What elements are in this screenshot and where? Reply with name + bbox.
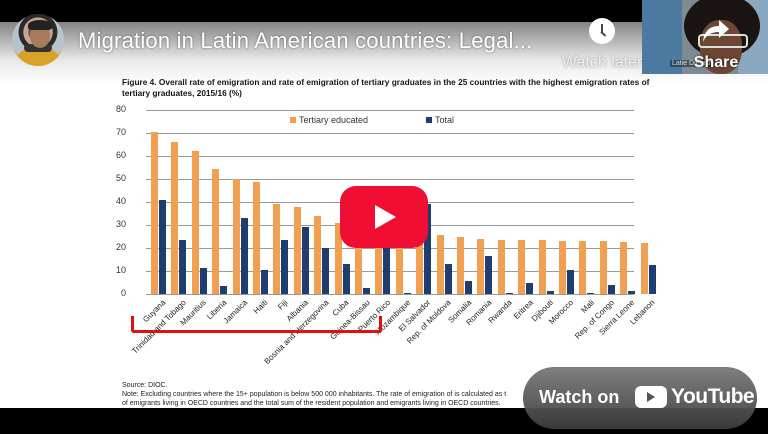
bar-tertiary <box>497 239 505 294</box>
gridline <box>146 110 634 111</box>
bar-tertiary <box>538 239 546 294</box>
legend-label-total: Total <box>435 115 455 125</box>
bar-tertiary <box>334 222 342 294</box>
bar-total <box>383 202 391 294</box>
bar-total <box>505 292 513 294</box>
bar-total <box>363 288 370 294</box>
note-line-2: of emigrants living in OECD countries an… <box>122 400 501 407</box>
bar-tertiary <box>273 204 281 294</box>
note-line-1: Note: Excluding countries where the 15+ … <box>122 391 507 398</box>
bar-tertiary <box>416 234 424 294</box>
bar-total <box>199 267 207 294</box>
bar-tertiary <box>171 142 179 294</box>
watch-later-button[interactable]: Watch later <box>562 18 642 72</box>
y-tick-label: 60 <box>115 150 126 160</box>
legend-swatch-tertiary <box>290 117 296 123</box>
bar-tertiary <box>640 243 648 294</box>
bar-total <box>607 284 615 294</box>
x-tick-label: Fiji <box>276 298 290 312</box>
bar-total <box>465 281 472 294</box>
bar-total <box>424 204 432 294</box>
bar-tertiary <box>579 241 587 294</box>
youtube-wordmark: YouTube <box>671 385 755 408</box>
bar-tertiary <box>518 239 526 294</box>
video-title[interactable]: Migration in Latin American countries: L… <box>78 28 533 53</box>
source-text: Source: DIOC. <box>122 382 168 389</box>
legend-tertiary: Tertiary educated <box>290 115 368 125</box>
y-tick-label: 20 <box>115 242 126 252</box>
clock-icon <box>589 18 615 44</box>
gridline <box>146 133 634 134</box>
gridline <box>146 294 634 295</box>
y-tick-label: 10 <box>115 265 126 275</box>
y-tick-label: 0 <box>120 288 126 298</box>
x-tick-label: Haiti <box>251 298 270 316</box>
bar-total <box>342 264 350 294</box>
bar-tertiary <box>293 206 301 294</box>
y-tick-label: 50 <box>115 173 126 183</box>
bar-tertiary <box>436 235 444 294</box>
x-tick-label: Mali <box>579 298 596 315</box>
bar-tertiary <box>191 151 199 294</box>
legend-swatch-total <box>426 117 432 123</box>
bar-total <box>240 218 248 294</box>
gridline <box>146 179 634 180</box>
bar-tertiary <box>620 242 628 294</box>
youtube-logo-icon <box>635 386 667 408</box>
play-icon <box>375 205 396 229</box>
bar-total <box>261 269 268 294</box>
share-arrow-icon <box>701 18 731 44</box>
webcam-overlay: Latie Dietrich <box>642 0 768 74</box>
bar-tertiary <box>253 182 260 294</box>
bar-tertiary <box>314 215 322 294</box>
bar-tertiary <box>559 241 566 294</box>
bar-tertiary <box>212 168 220 294</box>
bar-total <box>546 290 554 294</box>
gridline <box>146 156 634 157</box>
red-bracket-annotation <box>131 316 382 333</box>
watch-on-youtube-button[interactable]: Watch on YouTube <box>523 367 757 429</box>
bar-total <box>159 199 166 294</box>
bar-total <box>526 282 534 294</box>
bar-tertiary <box>457 236 464 294</box>
y-tick-label: 40 <box>115 196 126 206</box>
play-button[interactable] <box>340 186 428 248</box>
bar-total <box>567 269 574 294</box>
legend-label-tertiary: Tertiary educated <box>299 115 369 125</box>
bar-tertiary <box>395 234 403 294</box>
y-tick-label: 30 <box>115 219 126 229</box>
share-label: Share <box>693 54 739 71</box>
watch-on-label: Watch on <box>539 387 620 407</box>
bar-total <box>628 290 636 294</box>
source-note: Source: DIOC. Note: Excluding countries … <box>122 381 542 408</box>
bar-tertiary <box>151 131 158 294</box>
y-tick-label: 80 <box>115 104 126 114</box>
y-tick-label: 70 <box>115 127 126 137</box>
bar-total <box>179 239 187 294</box>
bar-total <box>648 265 656 294</box>
bar-tertiary <box>375 229 383 294</box>
bar-total <box>220 285 228 294</box>
bar-tertiary <box>599 241 607 294</box>
bar-total <box>301 227 309 294</box>
bar-tertiary <box>477 238 485 294</box>
bar-total <box>322 248 330 294</box>
bar-total <box>444 264 452 294</box>
legend-total: Total <box>426 115 454 125</box>
bar-tertiary <box>232 179 240 294</box>
bar-total <box>587 292 595 294</box>
bar-total <box>485 256 493 294</box>
watch-later-label: Watch later <box>562 54 643 71</box>
webcam-name-tag: Latie Dietrich <box>670 60 715 67</box>
bar-total <box>281 239 289 294</box>
title-overlay <box>0 22 768 84</box>
channel-avatar[interactable] <box>12 14 64 66</box>
bar-tertiary <box>355 227 362 294</box>
bar-total <box>403 292 411 294</box>
share-button[interactable]: Share <box>686 18 746 72</box>
